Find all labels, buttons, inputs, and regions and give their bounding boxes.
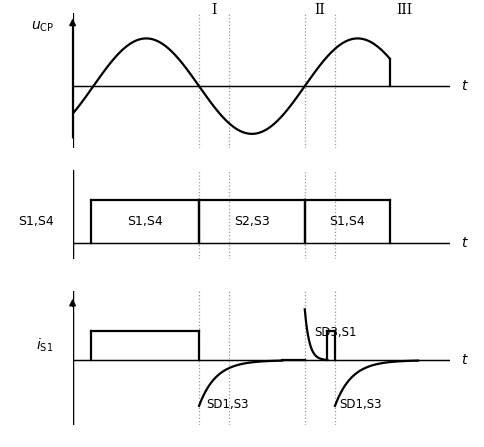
Text: $t$: $t$ [461, 79, 469, 93]
Text: II: II [315, 3, 325, 17]
Text: S1,S4: S1,S4 [18, 215, 54, 228]
Text: SD1,S3: SD1,S3 [339, 398, 381, 411]
Text: SD1,S3: SD1,S3 [207, 398, 249, 411]
Text: $i_{\mathrm{S1}}$: $i_{\mathrm{S1}}$ [36, 337, 54, 354]
Text: S1,S4: S1,S4 [330, 215, 365, 228]
Text: I: I [212, 3, 217, 17]
Text: $t$: $t$ [461, 353, 469, 367]
Text: $u_{\mathrm{CP}}$: $u_{\mathrm{CP}}$ [30, 20, 54, 34]
Text: $t$: $t$ [461, 236, 469, 250]
Text: S2,S3: S2,S3 [234, 215, 270, 228]
Text: III: III [397, 3, 413, 17]
Text: SD3,S1: SD3,S1 [314, 326, 357, 339]
Text: S1,S4: S1,S4 [127, 215, 163, 228]
